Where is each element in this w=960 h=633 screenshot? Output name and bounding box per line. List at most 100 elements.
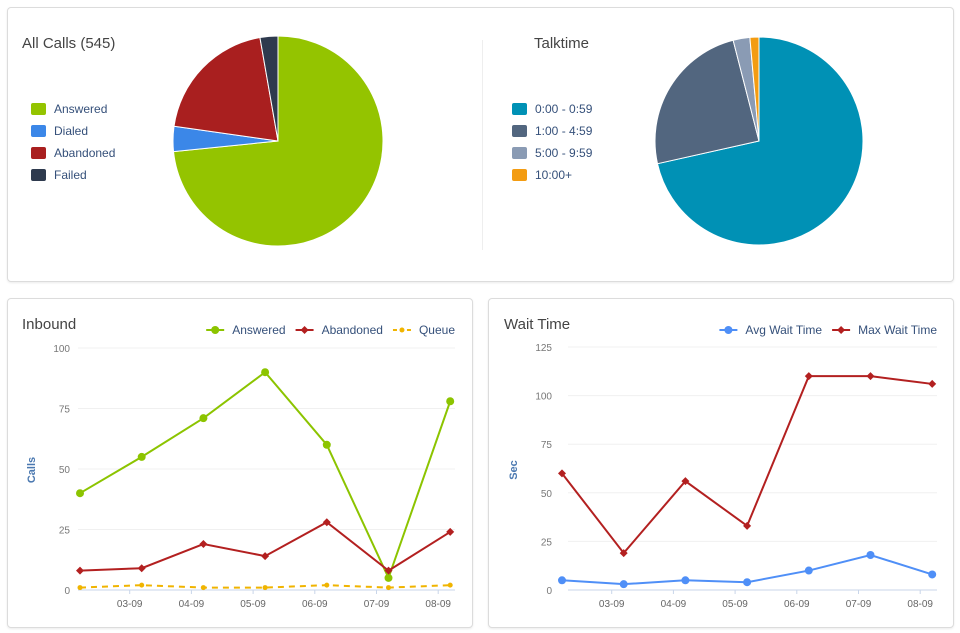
legend-label: 5:00 - 9:59	[535, 146, 593, 160]
legend-swatch	[31, 125, 46, 137]
legend-swatch	[31, 103, 46, 115]
legend-label[interactable]: Answered	[232, 323, 285, 337]
legend-swatch	[512, 169, 527, 181]
data-point[interactable]	[681, 477, 690, 486]
x-tick-label: 06-09	[302, 599, 328, 610]
x-tick-label: 04-09	[179, 599, 205, 610]
x-tick-label: 05-09	[240, 599, 266, 610]
y-tick-label: 125	[535, 343, 552, 354]
data-point[interactable]	[804, 372, 813, 381]
data-point[interactable]	[558, 469, 566, 478]
x-tick-label: 04-09	[661, 599, 687, 610]
pie-slice-0-00-0-59[interactable]	[656, 36, 864, 246]
x-tick-label: 07-09	[846, 599, 872, 610]
data-point[interactable]	[446, 527, 455, 536]
data-point[interactable]	[866, 551, 875, 560]
data-point[interactable]	[447, 582, 453, 588]
data-point[interactable]	[681, 576, 690, 585]
data-point[interactable]	[743, 521, 752, 530]
data-point[interactable]	[928, 379, 937, 388]
pie-slice-abandoned[interactable]	[173, 36, 279, 142]
data-point[interactable]	[322, 518, 331, 527]
legend-item[interactable]: Answered	[31, 98, 115, 120]
wait-time-card	[488, 298, 954, 628]
data-point[interactable]	[619, 580, 628, 589]
y-tick-label: 50	[541, 489, 553, 500]
legend-item[interactable]: Dialed	[31, 120, 115, 142]
legend-label[interactable]: Queue	[419, 323, 455, 337]
data-point[interactable]	[558, 576, 566, 585]
data-point[interactable]	[866, 372, 875, 381]
legend-marker	[300, 326, 309, 334]
data-point[interactable]	[137, 564, 146, 573]
legend-item[interactable]: 5:00 - 9:59	[512, 142, 592, 164]
legend-marker	[837, 326, 846, 334]
legend-marker	[724, 326, 733, 334]
data-point[interactable]	[386, 585, 391, 591]
data-point[interactable]	[199, 540, 208, 549]
data-point[interactable]	[76, 566, 84, 575]
inbound-title: Inbound	[22, 316, 77, 333]
y-tick-label: 75	[541, 440, 553, 451]
talktime-title: Talktime	[534, 35, 590, 52]
legend-label: Abandoned	[54, 146, 116, 160]
data-point[interactable]	[324, 582, 330, 588]
data-point[interactable]	[261, 368, 270, 377]
data-point[interactable]	[137, 452, 146, 461]
y-tick-label: 75	[59, 405, 71, 416]
data-point[interactable]	[743, 578, 752, 587]
x-tick-label: 08-09	[907, 599, 933, 610]
inbound-card	[7, 298, 473, 628]
y-tick-label: 100	[53, 344, 70, 355]
data-point[interactable]	[200, 585, 206, 591]
legend-item[interactable]: Failed	[31, 164, 115, 186]
data-point[interactable]	[928, 570, 937, 579]
legend-swatch	[31, 169, 46, 181]
legend-item[interactable]: 10:00+	[512, 164, 592, 186]
legend-swatch	[512, 103, 527, 115]
y-axis-label: Calls	[26, 457, 38, 483]
data-point[interactable]	[384, 566, 393, 575]
legend-marker	[211, 326, 220, 334]
legend-marker	[399, 327, 405, 333]
legend-label: Answered	[54, 102, 108, 116]
y-tick-label: 50	[59, 465, 71, 476]
x-tick-label: 06-09	[784, 599, 810, 610]
data-point[interactable]	[261, 552, 270, 561]
data-point[interactable]	[76, 489, 84, 498]
legend-item[interactable]: Abandoned	[31, 142, 115, 164]
legend-label: 0:00 - 0:59	[535, 102, 593, 116]
legend-label: Dialed	[54, 124, 89, 138]
all-calls-legend: Answered Dialed Abandoned Failed	[31, 98, 115, 186]
y-tick-label: 0	[64, 586, 70, 597]
legend-swatch	[512, 147, 527, 159]
data-point[interactable]	[262, 585, 268, 591]
x-tick-label: 08-09	[425, 599, 451, 610]
legend-swatch	[31, 147, 46, 159]
data-point[interactable]	[199, 414, 208, 423]
data-point[interactable]	[804, 566, 813, 575]
data-point[interactable]	[139, 582, 145, 588]
y-tick-label: 100	[535, 392, 552, 403]
pie-slice-10-00-[interactable]	[749, 36, 760, 142]
legend-label[interactable]: Avg Wait Time	[745, 323, 822, 337]
data-point[interactable]	[322, 440, 331, 449]
divider	[482, 40, 483, 250]
data-point[interactable]	[619, 549, 628, 558]
x-tick-label: 07-09	[364, 599, 390, 610]
legend-label[interactable]: Max Wait Time	[858, 323, 937, 337]
pie-slice-1-00-4-59[interactable]	[654, 39, 760, 165]
data-point[interactable]	[77, 585, 83, 591]
y-tick-label: 0	[546, 586, 552, 597]
pie-slice-failed[interactable]	[259, 35, 279, 142]
data-point[interactable]	[384, 573, 393, 582]
legend-label[interactable]: Abandoned	[322, 323, 383, 337]
data-point[interactable]	[446, 397, 455, 406]
series-line-answered	[79, 370, 452, 581]
legend-item[interactable]: 0:00 - 0:59	[512, 98, 592, 120]
legend-item[interactable]: 1:00 - 4:59	[512, 120, 592, 142]
x-tick-label: 03-09	[599, 599, 625, 610]
legend-label: 10:00+	[535, 168, 573, 182]
legend-label: 1:00 - 4:59	[535, 124, 593, 138]
